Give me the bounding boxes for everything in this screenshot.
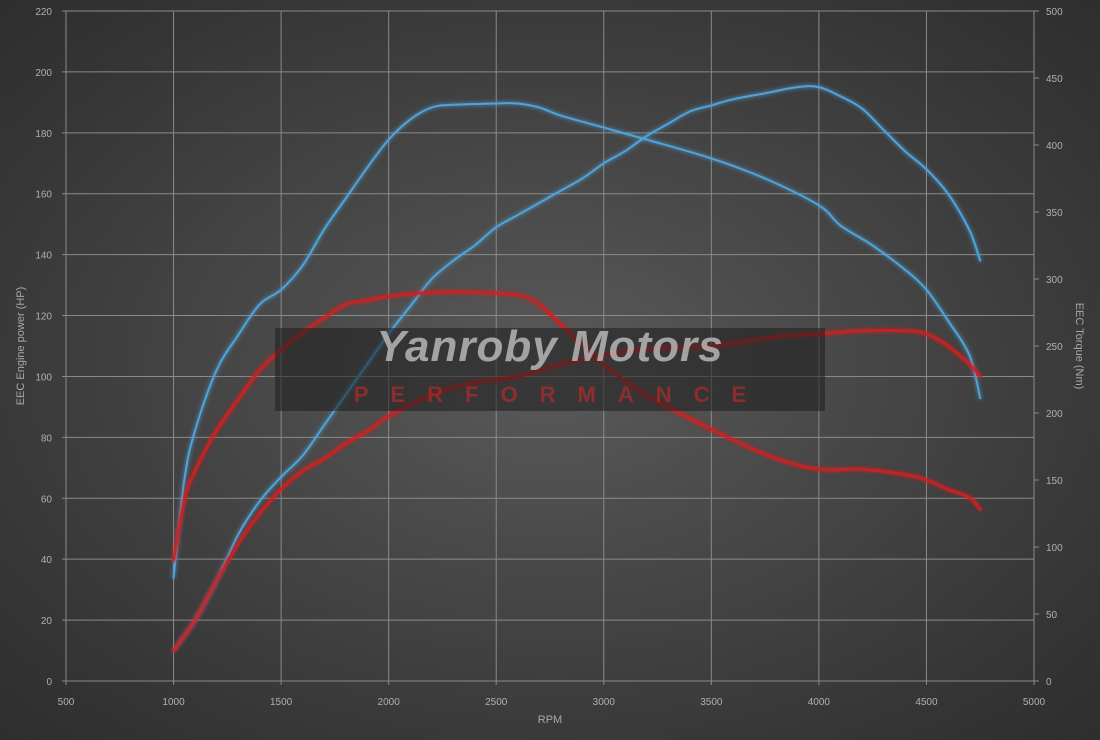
y-right-tick-label: 500 (1046, 7, 1063, 18)
y-right-tick-label: 200 (1046, 409, 1063, 420)
x-tick-label: 2500 (485, 697, 508, 708)
y-left-tick-label: 140 (35, 251, 52, 262)
stock-torque-line (172, 290, 982, 562)
x-tick-label: 3000 (593, 697, 616, 708)
tick-labels: 500 1000 1500 2000 2500 3000 3500 4000 4500 50000… (35, 7, 1063, 708)
y-left-tick-label: 180 (35, 129, 52, 140)
x-tick-label: 4000 (808, 697, 831, 708)
y-right-tick-label: 300 (1046, 275, 1063, 286)
y-axis-left-label: EEC Engine power (HP) (15, 287, 27, 406)
y-left-tick-label: 160 (35, 190, 52, 201)
grid (62, 10, 1039, 685)
y-left-tick-label: 200 (35, 68, 52, 79)
x-tick-label: 2000 (378, 697, 401, 708)
y-left-tick-label: 40 (41, 555, 53, 566)
y-right-tick-label: 350 (1046, 208, 1063, 219)
y-right-tick-label: 400 (1046, 141, 1063, 152)
y-left-tick-label: 120 (35, 312, 52, 323)
x-axis-label: RPM (538, 714, 562, 726)
tuned-power-line (172, 85, 982, 652)
x-tick-label: 500 (58, 697, 75, 708)
watermark-subtitle: PERFORMANCE (353, 382, 769, 407)
tuned-torque-line (172, 102, 982, 579)
y-left-tick-label: 220 (35, 7, 52, 18)
y-right-tick-label: 0 (1046, 677, 1052, 688)
x-tick-label: 5000 (1023, 697, 1046, 708)
watermark: Yanroby Motors PERFORMANCE (275, 322, 825, 411)
y-right-tick-label: 100 (1046, 543, 1063, 554)
watermark-title: Yanroby Motors (376, 322, 724, 371)
y-axis-right-label: EEC Torque (Nm) (1073, 303, 1085, 390)
y-right-tick-label: 250 (1046, 342, 1063, 353)
y-left-tick-label: 80 (41, 433, 53, 444)
x-tick-label: 4500 (915, 697, 938, 708)
y-left-tick-label: 100 (35, 372, 52, 383)
y-left-tick-label: 0 (46, 677, 52, 688)
y-left-tick-label: 20 (41, 616, 53, 627)
x-tick-label: 3500 (700, 697, 723, 708)
y-left-tick-label: 60 (41, 494, 53, 505)
x-tick-label: 1500 (270, 697, 293, 708)
y-right-tick-label: 150 (1046, 476, 1063, 487)
y-right-tick-label: 50 (1046, 610, 1058, 621)
y-right-tick-label: 450 (1046, 74, 1063, 85)
x-tick-label: 1000 (162, 697, 185, 708)
